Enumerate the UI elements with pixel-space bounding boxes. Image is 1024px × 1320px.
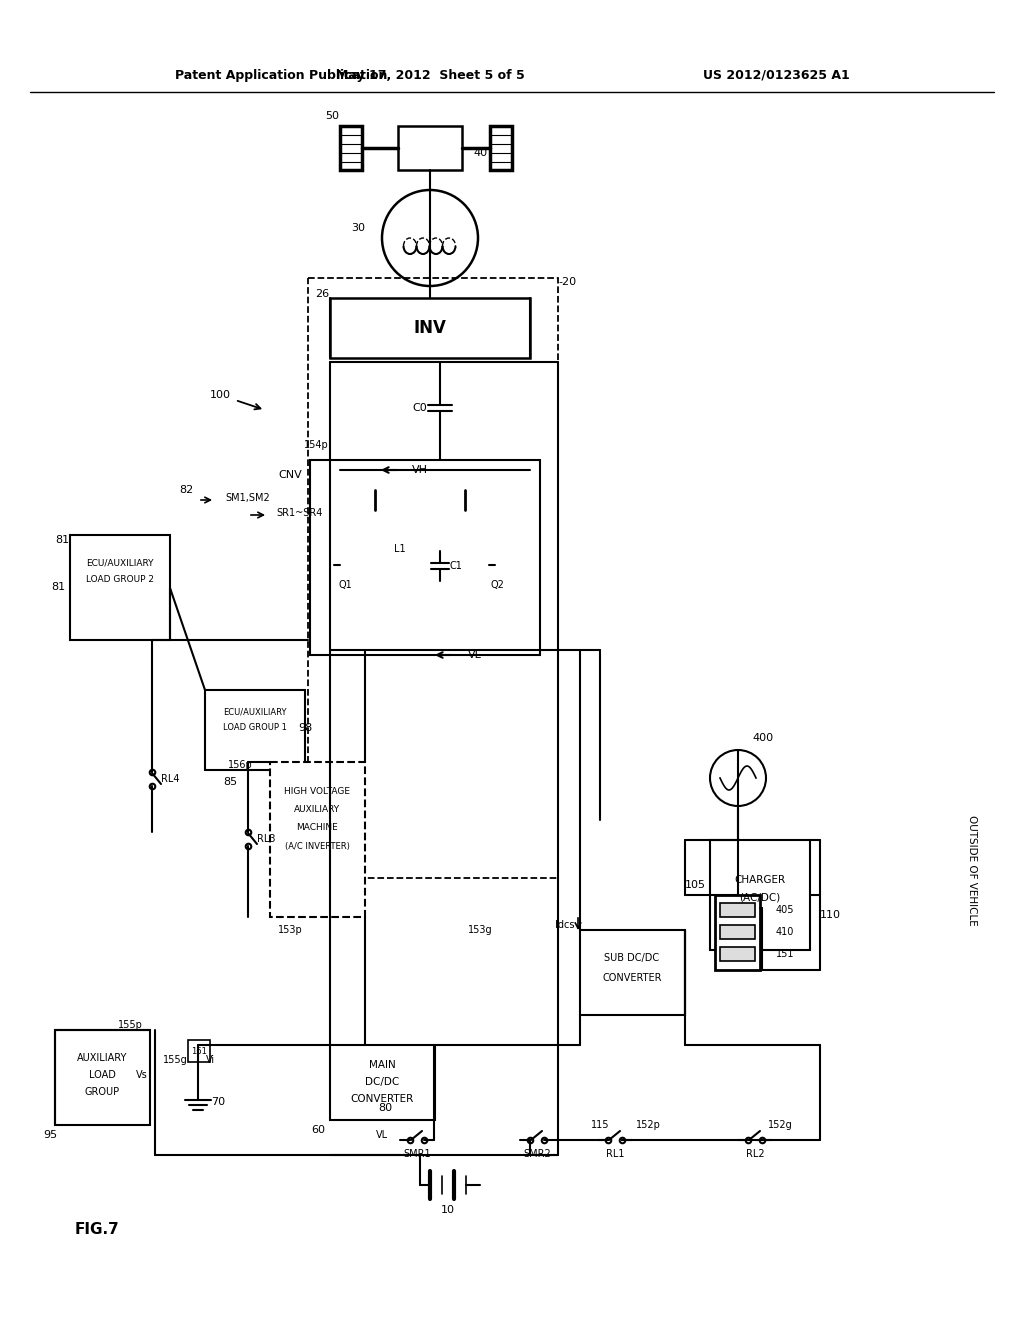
Text: SMR1: SMR1 (403, 1148, 431, 1159)
Text: Patent Application Publication: Patent Application Publication (175, 69, 387, 82)
Text: 50: 50 (325, 111, 339, 121)
Bar (340, 125, 362, 170)
Text: SM1,SM2: SM1,SM2 (225, 492, 270, 503)
Text: LOAD GROUP 1: LOAD GROUP 1 (223, 723, 287, 733)
Text: Q1: Q1 (338, 579, 352, 590)
Text: 95: 95 (43, 1130, 57, 1140)
Bar (715, 895, 760, 970)
Text: VH: VH (412, 465, 428, 475)
Text: 400: 400 (753, 733, 773, 743)
Text: 155p: 155p (118, 1020, 142, 1030)
Text: 405: 405 (776, 906, 795, 915)
Text: 110: 110 (819, 909, 841, 920)
Text: SMR2: SMR2 (523, 1148, 551, 1159)
Bar (330, 298, 530, 358)
Text: RL4: RL4 (161, 774, 179, 784)
Polygon shape (445, 490, 465, 510)
Text: FIG.7: FIG.7 (75, 1222, 120, 1238)
Text: SR1~SR4: SR1~SR4 (276, 508, 324, 517)
Text: 26: 26 (315, 289, 329, 300)
Text: Q2: Q2 (490, 579, 504, 590)
Bar (330, 1045, 435, 1119)
Bar (720, 946, 755, 961)
Text: 151: 151 (776, 949, 795, 960)
Text: 155g: 155g (163, 1055, 187, 1065)
Text: (A/C INVERTER): (A/C INVERTER) (285, 842, 349, 850)
Bar (490, 125, 512, 170)
Text: 153p: 153p (278, 925, 302, 935)
Text: 152g: 152g (768, 1119, 793, 1130)
Text: 100: 100 (210, 389, 230, 400)
Text: CNV: CNV (279, 470, 302, 480)
Text: LOAD GROUP 2: LOAD GROUP 2 (86, 576, 154, 585)
Text: DC/DC: DC/DC (365, 1077, 399, 1086)
Bar (580, 931, 685, 1015)
Text: L1: L1 (394, 544, 406, 554)
Text: RL1: RL1 (606, 1148, 625, 1159)
Text: CHARGER: CHARGER (734, 875, 785, 884)
Text: 105: 105 (684, 880, 706, 890)
Text: RL3: RL3 (257, 834, 275, 843)
Text: (AC/DC): (AC/DC) (739, 894, 780, 903)
Text: 153g: 153g (468, 925, 493, 935)
Text: 80: 80 (378, 1104, 392, 1113)
Text: SUB DC/DC: SUB DC/DC (604, 953, 659, 964)
Text: VL: VL (376, 1130, 388, 1140)
Text: 10: 10 (441, 1205, 455, 1214)
Text: CONVERTER: CONVERTER (602, 973, 662, 983)
Text: ECU/AUXILIARY: ECU/AUXILIARY (86, 558, 154, 568)
Text: 60: 60 (311, 1125, 325, 1135)
Text: Idcs: Idcs (555, 920, 574, 931)
Bar (720, 903, 755, 917)
Text: AUXILIARY: AUXILIARY (294, 805, 340, 814)
Text: 30: 30 (351, 223, 365, 234)
Text: US 2012/0123625 A1: US 2012/0123625 A1 (703, 69, 850, 82)
Text: C0: C0 (413, 403, 427, 413)
Bar (398, 125, 462, 170)
Text: RL2: RL2 (745, 1148, 764, 1159)
Text: -20: -20 (559, 277, 578, 286)
Text: 156p: 156p (227, 760, 252, 770)
Text: ECU/AUXILIARY: ECU/AUXILIARY (223, 708, 287, 717)
Text: 115: 115 (591, 1119, 609, 1130)
Text: 85: 85 (223, 777, 238, 787)
Bar (55, 1030, 150, 1125)
Text: OUTSIDE OF VEHICLE: OUTSIDE OF VEHICLE (967, 814, 977, 925)
Text: HIGH VOLTAGE: HIGH VOLTAGE (284, 788, 350, 796)
Bar (310, 459, 540, 655)
Text: 70: 70 (211, 1097, 225, 1107)
Text: Vi: Vi (206, 1055, 215, 1065)
Text: 40: 40 (473, 148, 487, 158)
Text: 81: 81 (51, 582, 66, 591)
Text: CONVERTER: CONVERTER (350, 1094, 414, 1104)
Bar (205, 690, 305, 770)
Text: 98: 98 (298, 723, 312, 733)
Bar (70, 535, 170, 640)
Text: 81: 81 (55, 535, 69, 545)
Text: 161: 161 (191, 1047, 207, 1056)
Text: 82: 82 (179, 484, 194, 495)
Text: 152p: 152p (636, 1119, 660, 1130)
Text: INV: INV (414, 319, 446, 337)
Text: AUXILIARY: AUXILIARY (77, 1053, 127, 1063)
Text: C1: C1 (450, 561, 463, 572)
Text: 410: 410 (776, 927, 795, 937)
Bar (270, 762, 365, 917)
Text: May 17, 2012  Sheet 5 of 5: May 17, 2012 Sheet 5 of 5 (336, 69, 524, 82)
Text: Vs: Vs (136, 1071, 147, 1080)
Text: GROUP: GROUP (84, 1086, 120, 1097)
Bar (188, 1040, 210, 1063)
Text: MAIN: MAIN (369, 1060, 395, 1071)
Bar (710, 840, 810, 950)
Bar (720, 925, 755, 939)
Text: 154p: 154p (304, 440, 329, 450)
Text: LOAD: LOAD (88, 1071, 116, 1080)
Text: VL: VL (468, 649, 482, 660)
Bar (308, 279, 558, 878)
Polygon shape (355, 490, 375, 510)
Text: MACHINE: MACHINE (296, 824, 338, 833)
